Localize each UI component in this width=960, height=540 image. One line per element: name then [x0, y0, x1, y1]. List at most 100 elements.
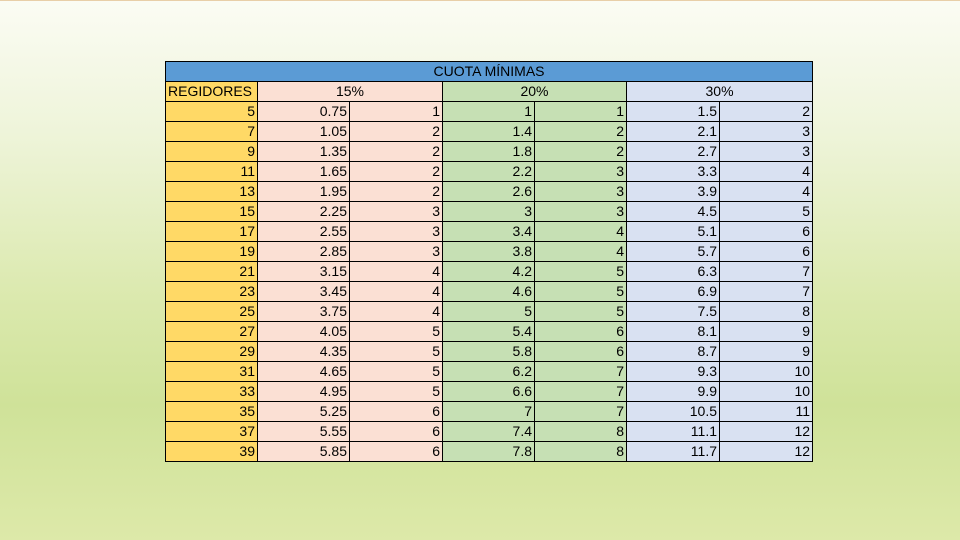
regidores-cell: 31: [165, 361, 258, 382]
regidores-cell: 29: [165, 341, 258, 362]
value-20-cell: 5.8: [442, 341, 535, 362]
table-title: CUOTA MÍNIMAS: [164, 61, 814, 82]
rounded-20-cell: 7: [534, 401, 627, 422]
rounded-20-cell: 8: [534, 441, 627, 462]
value-15-cell: 2.25: [257, 201, 350, 222]
regidores-cell: 15: [165, 201, 258, 222]
rounded-20-cell: 3: [534, 161, 627, 182]
rounded-30-cell: 11: [718, 401, 814, 422]
rounded-15-cell: 2: [349, 161, 443, 182]
rounded-30-cell: 8: [718, 301, 814, 322]
rounded-30-cell: 2: [718, 101, 814, 122]
rounded-20-cell: 5: [534, 261, 627, 282]
value-15-cell: 3.15: [257, 261, 350, 282]
value-20-cell: 3: [442, 201, 535, 222]
rounded-15-cell: 5: [349, 361, 443, 382]
rounded-20-cell: 6: [534, 321, 627, 342]
value-20-cell: 1: [442, 101, 535, 122]
table-row: 31 4.65 5 6.2 7 9.3 10: [165, 361, 814, 382]
regidores-cell: 35: [165, 401, 258, 422]
value-15-cell: 1.35: [257, 141, 350, 162]
regidores-cell: 27: [165, 321, 258, 342]
rounded-15-cell: 4: [349, 281, 443, 302]
value-15-cell: 1.05: [257, 121, 350, 142]
regidores-cell: 5: [165, 101, 258, 122]
value-30-cell: 10.5: [626, 401, 720, 422]
value-20-cell: 3.4: [442, 221, 535, 242]
value-30-cell: 4.5: [626, 201, 720, 222]
table-row: 5 0.75 1 1 1 1.5 2: [165, 101, 814, 122]
rounded-30-cell: 5: [718, 201, 814, 222]
regidores-cell: 39: [165, 441, 258, 462]
rounded-30-cell: 10: [718, 361, 814, 382]
table-row: 13 1.95 2 2.6 3 3.9 4: [165, 181, 814, 202]
rounded-20-cell: 3: [534, 201, 627, 222]
rounded-15-cell: 6: [349, 441, 443, 462]
rounded-20-cell: 5: [534, 281, 627, 302]
value-15-cell: 4.95: [257, 381, 350, 402]
value-30-cell: 1.5: [626, 101, 720, 122]
regidores-cell: 11: [165, 161, 258, 182]
table-row: 27 4.05 5 5.4 6 8.1 9: [165, 321, 814, 342]
rounded-20-cell: 6: [534, 341, 627, 362]
rounded-20-cell: 8: [534, 421, 627, 442]
value-15-cell: 4.05: [257, 321, 350, 342]
rounded-15-cell: 3: [349, 221, 443, 242]
table-row: 17 2.55 3 3.4 4 5.1 6: [165, 221, 814, 242]
value-30-cell: 6.9: [626, 281, 720, 302]
value-20-cell: 4.2: [442, 261, 535, 282]
rounded-20-cell: 4: [534, 241, 627, 262]
value-20-cell: 7: [442, 401, 535, 422]
rounded-15-cell: 5: [349, 381, 443, 402]
rounded-15-cell: 6: [349, 421, 443, 442]
rounded-20-cell: 7: [534, 381, 627, 402]
rounded-30-cell: 3: [718, 121, 814, 142]
rounded-20-cell: 2: [534, 141, 627, 162]
rounded-15-cell: 2: [349, 121, 443, 142]
header-regidores: REGIDORES: [165, 81, 258, 102]
value-30-cell: 2.1: [626, 121, 720, 142]
value-20-cell: 5.4: [442, 321, 535, 342]
value-15-cell: 4.65: [257, 361, 350, 382]
rounded-30-cell: 7: [718, 281, 814, 302]
table-row: 25 3.75 4 5 5 7.5 8: [165, 301, 814, 322]
regidores-cell: 37: [165, 421, 258, 442]
value-15-cell: 1.95: [257, 181, 350, 202]
value-20-cell: 4.6: [442, 281, 535, 302]
regidores-cell: 13: [165, 181, 258, 202]
rounded-20-cell: 7: [534, 361, 627, 382]
table-row: 29 4.35 5 5.8 6 8.7 9: [165, 341, 814, 362]
rounded-15-cell: 1: [349, 101, 443, 122]
rounded-15-cell: 4: [349, 261, 443, 282]
table-row: 19 2.85 3 3.8 4 5.7 6: [165, 241, 814, 262]
regidores-cell: 17: [165, 221, 258, 242]
value-20-cell: 5: [442, 301, 535, 322]
value-30-cell: 9.3: [626, 361, 720, 382]
table-row: 33 4.95 5 6.6 7 9.9 10: [165, 381, 814, 402]
rounded-15-cell: 2: [349, 141, 443, 162]
rounded-30-cell: 10: [718, 381, 814, 402]
value-15-cell: 1.65: [257, 161, 350, 182]
regidores-cell: 23: [165, 281, 258, 302]
value-15-cell: 3.75: [257, 301, 350, 322]
rounded-30-cell: 3: [718, 141, 814, 162]
rounded-15-cell: 2: [349, 181, 443, 202]
rounded-15-cell: 3: [349, 201, 443, 222]
header-30-percent: 30%: [625, 81, 814, 102]
table-row: 7 1.05 2 1.4 2 2.1 3: [165, 121, 814, 142]
value-20-cell: 7.8: [442, 441, 535, 462]
rounded-30-cell: 6: [718, 241, 814, 262]
value-30-cell: 6.3: [626, 261, 720, 282]
value-30-cell: 5.7: [626, 241, 720, 262]
regidores-cell: 25: [165, 301, 258, 322]
value-30-cell: 9.9: [626, 381, 720, 402]
rounded-20-cell: 3: [534, 181, 627, 202]
regidores-cell: 19: [165, 241, 258, 262]
value-30-cell: 3.3: [626, 161, 720, 182]
value-30-cell: 8.1: [626, 321, 720, 342]
rounded-30-cell: 7: [718, 261, 814, 282]
regidores-cell: 7: [165, 121, 258, 142]
table-row: 21 3.15 4 4.2 5 6.3 7: [165, 261, 814, 282]
value-30-cell: 7.5: [626, 301, 720, 322]
value-30-cell: 3.9: [626, 181, 720, 202]
